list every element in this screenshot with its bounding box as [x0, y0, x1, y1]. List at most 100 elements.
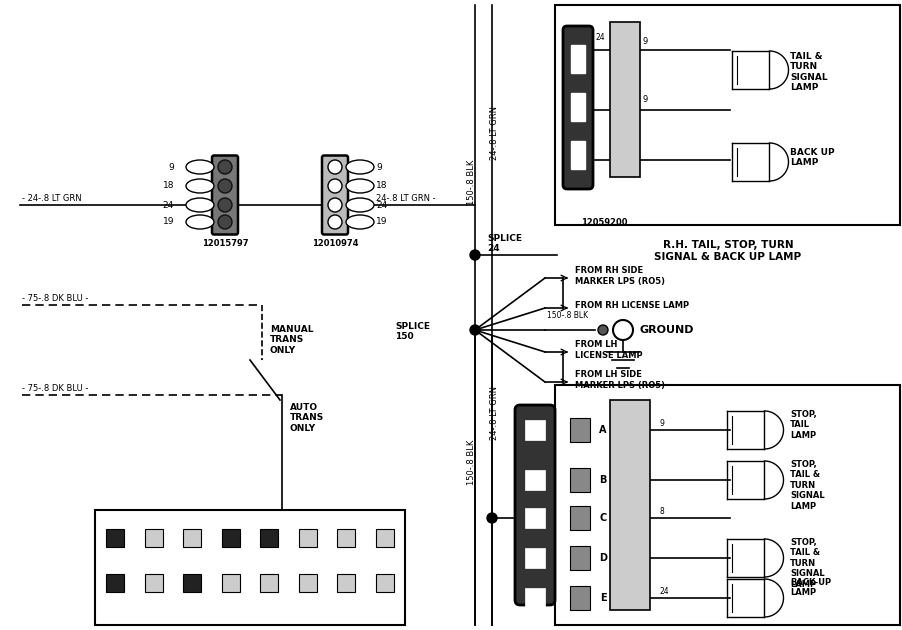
Text: STOP,
TAIL &
TURN
SIGNAL
LAMP: STOP, TAIL & TURN SIGNAL LAMP [789, 460, 824, 510]
Bar [260, 574, 278, 592]
Circle shape [217, 215, 232, 229]
FancyBboxPatch shape [322, 156, 347, 234]
Bar [524, 470, 545, 490]
Text: A: A [599, 425, 606, 435]
Circle shape [217, 198, 232, 212]
Ellipse shape [186, 198, 214, 212]
Ellipse shape [345, 179, 373, 193]
Text: 24-.8 LT GRN: 24-.8 LT GRN [490, 386, 499, 440]
Text: 18: 18 [614, 469, 624, 478]
Text: STOP,
TAIL &
TURN
SIGNAL
LAMP: STOP, TAIL & TURN SIGNAL LAMP [789, 538, 824, 588]
Ellipse shape [345, 198, 373, 212]
Text: 24: 24 [594, 33, 604, 42]
Circle shape [217, 179, 232, 193]
Text: 9: 9 [168, 163, 174, 171]
Bar [610, 22, 640, 177]
Bar [569, 506, 589, 530]
Circle shape [469, 250, 480, 260]
Text: 24: 24 [616, 158, 626, 167]
Text: - 75-.8 DK BLU -: - 75-.8 DK BLU - [22, 294, 88, 303]
Text: 9: 9 [532, 555, 537, 561]
Bar [222, 574, 239, 592]
Text: 9: 9 [375, 163, 382, 171]
Text: 18: 18 [162, 181, 174, 190]
Bar [524, 508, 545, 528]
Ellipse shape [345, 215, 373, 229]
Text: 24-.8 LT GRN: 24-.8 LT GRN [490, 106, 499, 160]
Bar [337, 574, 355, 592]
Text: 150-.8 BLK: 150-.8 BLK [467, 160, 476, 205]
Text: STOP,
TAIL
LAMP: STOP, TAIL LAMP [789, 410, 815, 440]
Text: E: E [579, 155, 585, 165]
Bar [570, 45, 584, 73]
Ellipse shape [186, 179, 214, 193]
Bar [299, 574, 317, 592]
Text: 18: 18 [375, 181, 387, 190]
Bar [524, 588, 545, 608]
Text: E: E [599, 593, 605, 603]
Text: SPLICE
150: SPLICE 150 [394, 322, 429, 341]
Bar [95, 510, 405, 625]
Circle shape [327, 198, 342, 212]
FancyBboxPatch shape [562, 26, 593, 189]
Bar [569, 418, 589, 442]
Text: 9: 9 [659, 419, 664, 428]
Text: 150-.8 BLK: 150-.8 BLK [547, 311, 587, 320]
Text: FROM LH
LICENSE LAMP: FROM LH LICENSE LAMP [575, 340, 642, 360]
Circle shape [327, 179, 342, 193]
Text: B: B [599, 475, 606, 485]
Text: FROM LH SIDE
MARKER LPS (RO5): FROM LH SIDE MARKER LPS (RO5) [575, 370, 664, 390]
Circle shape [327, 215, 342, 229]
Text: D: D [598, 553, 606, 563]
Bar [524, 420, 545, 440]
FancyBboxPatch shape [212, 156, 238, 234]
Text: 12059200: 12059200 [580, 218, 627, 227]
Text: BACK-UP
LAMP: BACK-UP LAMP [789, 578, 830, 597]
Bar [299, 529, 317, 547]
Circle shape [327, 160, 342, 174]
Bar [570, 141, 584, 169]
Text: C: C [579, 45, 586, 55]
Bar [569, 586, 589, 610]
Bar [337, 529, 355, 547]
Text: 24: 24 [375, 200, 387, 210]
Text: GROUND: GROUND [640, 325, 694, 335]
Text: 9: 9 [641, 96, 647, 105]
Bar [144, 574, 162, 592]
Text: 12015797: 12015797 [201, 239, 248, 248]
Text: 9: 9 [532, 595, 537, 601]
Bar [375, 529, 393, 547]
Text: BACK UP
LAMP: BACK UP LAMP [789, 148, 833, 168]
Bar [106, 529, 124, 547]
Bar [260, 529, 278, 547]
Text: 150: 150 [614, 419, 629, 428]
Text: MANUAL
TRANS
ONLY: MANUAL TRANS ONLY [270, 325, 313, 355]
Ellipse shape [186, 160, 214, 174]
Ellipse shape [186, 215, 214, 229]
Bar [106, 574, 124, 592]
Ellipse shape [345, 160, 373, 174]
Text: 150-.8 BLK: 150-.8 BLK [467, 440, 476, 485]
Text: SPLICE
24: SPLICE 24 [486, 234, 521, 253]
Text: 24: 24 [162, 200, 174, 210]
Bar [144, 529, 162, 547]
Bar [569, 468, 589, 492]
Bar [375, 574, 393, 592]
Text: 180: 180 [616, 120, 630, 129]
Circle shape [597, 325, 607, 335]
Text: 12010974: 12010974 [311, 239, 358, 248]
Bar [183, 574, 201, 592]
Circle shape [469, 325, 480, 335]
Text: 24-.8 LT GRN -: 24-.8 LT GRN - [375, 194, 435, 203]
Bar [570, 93, 584, 121]
Bar [555, 385, 899, 625]
Bar [222, 529, 239, 547]
Bar [555, 5, 899, 225]
Text: D: D [578, 105, 586, 115]
Text: 19: 19 [375, 217, 387, 227]
Text: C: C [599, 513, 606, 523]
Text: 150: 150 [614, 587, 629, 596]
Text: 180: 180 [527, 427, 542, 433]
FancyBboxPatch shape [514, 405, 555, 605]
Text: 24: 24 [529, 515, 539, 521]
